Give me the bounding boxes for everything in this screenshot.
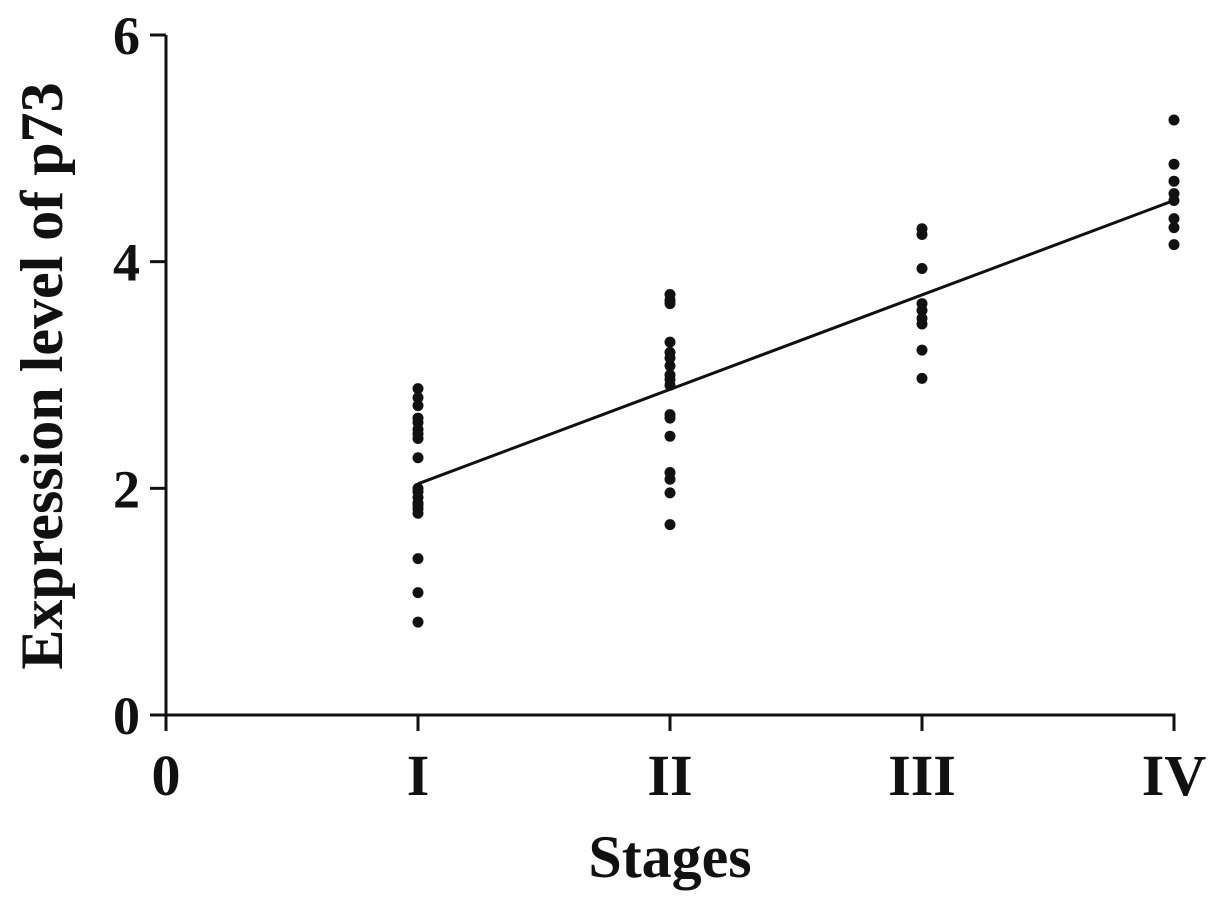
data-point — [1168, 158, 1180, 170]
y-tick-label: 4 — [113, 233, 140, 293]
data-point — [412, 616, 424, 628]
data-point — [664, 473, 676, 485]
data-point — [1168, 194, 1180, 206]
y-tick-label: 6 — [113, 6, 140, 66]
data-point — [916, 304, 928, 316]
data-point — [916, 344, 928, 356]
x-tick-label: III — [888, 743, 956, 808]
x-axis-label: Stages — [588, 824, 751, 890]
data-point — [664, 352, 676, 364]
data-point — [916, 262, 928, 274]
data-point — [664, 360, 676, 372]
y-tick-label: 2 — [113, 459, 140, 519]
x-ticks: 0 I II III IV — [152, 715, 1207, 808]
data-point — [664, 379, 676, 391]
y-tick-label: 0 — [113, 686, 140, 746]
data-point — [664, 369, 676, 381]
x-tick-label: 0 — [152, 743, 181, 808]
data-point — [412, 499, 424, 511]
y-axis-label: Expression level of p73 — [9, 82, 75, 669]
data-point — [412, 392, 424, 404]
data-point — [412, 587, 424, 599]
data-point — [916, 228, 928, 240]
data-point — [916, 318, 928, 330]
y-ticks: 0 2 4 6 — [113, 6, 166, 746]
data-point — [664, 336, 676, 348]
data-point — [412, 507, 424, 519]
data-point — [412, 553, 424, 565]
data-point — [1168, 222, 1180, 234]
x-tick-label: IV — [1142, 743, 1207, 808]
data-point — [412, 400, 424, 412]
data-point — [412, 482, 424, 494]
data-point — [412, 452, 424, 464]
data-point — [1168, 239, 1180, 251]
data-point — [916, 372, 928, 384]
trendline — [417, 199, 1175, 486]
data-point — [664, 430, 676, 442]
data-point — [412, 428, 424, 440]
x-tick-label: II — [647, 743, 692, 808]
data-point — [1168, 213, 1180, 225]
data-point — [664, 519, 676, 531]
data-point — [1168, 114, 1180, 126]
trendline-group — [417, 199, 1175, 486]
data-point — [664, 298, 676, 310]
data-point — [412, 383, 424, 395]
data-point — [664, 412, 676, 424]
data-point — [664, 487, 676, 499]
x-tick-label: I — [407, 743, 430, 808]
data-point — [412, 417, 424, 429]
data-points — [412, 114, 1180, 628]
data-point — [1168, 175, 1180, 187]
